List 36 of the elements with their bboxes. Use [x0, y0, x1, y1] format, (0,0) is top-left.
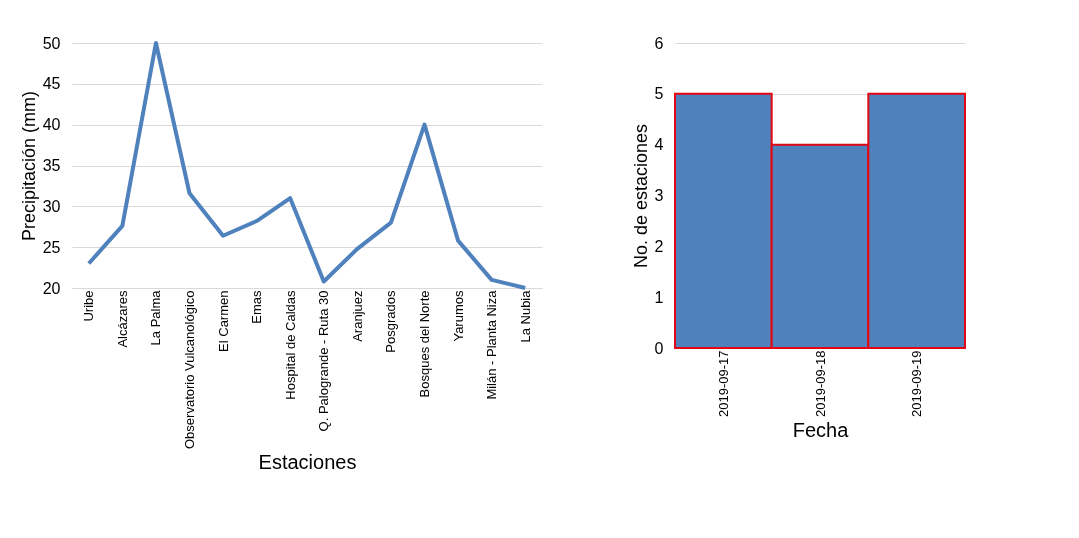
y-tick-label: 35 — [42, 157, 61, 174]
y-axis-title: Precipitación (mm) — [18, 90, 39, 242]
x-tick-label: Posgrados — [383, 290, 399, 353]
x-tick-label: 2019-09-17 — [715, 350, 731, 417]
x-tick-label: Milán - Planta Niza — [484, 289, 500, 400]
y-tick-label: 5 — [654, 85, 664, 103]
y-tick-label: 2 — [654, 237, 664, 255]
x-axis-title: Estaciones — [258, 450, 357, 473]
y-tick-label: 45 — [42, 75, 61, 93]
y-tick-label: 30 — [42, 197, 61, 215]
x-tick-label: Uribe — [81, 290, 97, 322]
x-tick-label: 2019-09-18 — [812, 350, 828, 417]
x-tick-label: Alcázares — [114, 290, 130, 348]
x-tick-label: Emas — [249, 290, 265, 324]
x-tick-label: La Nubia — [517, 289, 533, 343]
x-tick-label: Hospital de Caldas — [282, 290, 298, 400]
y-axis-title: No. de estaciones — [630, 123, 651, 269]
x-tick-label: Q. Palogrande - Ruta 30 — [316, 290, 332, 432]
y-tick-label: 25 — [42, 238, 61, 256]
y-tick-label: 1 — [654, 288, 664, 306]
y-tick-label: 0 — [654, 339, 664, 357]
y-tick-label: 20 — [42, 279, 61, 297]
line-series — [86, 41, 528, 290]
y-tick-label: 3 — [654, 187, 664, 204]
y-tick-label: 6 — [654, 34, 664, 52]
x-tick-label: 2019-09-19 — [909, 350, 925, 417]
x-tick-label: Yarumos — [450, 290, 466, 342]
y-tick-label: 50 — [42, 34, 61, 52]
y-tick-label: 4 — [654, 136, 664, 154]
x-tick-label: Aranjuez — [349, 290, 365, 342]
x-tick-label: Bosques del Norte — [417, 290, 432, 398]
x-tick-label: La Palma — [148, 289, 164, 346]
y-tick-label: 40 — [42, 116, 61, 134]
x-tick-label: El Carmen — [215, 290, 231, 352]
x-tick-label: Observatorio Vulcanológico — [182, 290, 197, 449]
x-axis-title: Fecha — [792, 419, 850, 441]
